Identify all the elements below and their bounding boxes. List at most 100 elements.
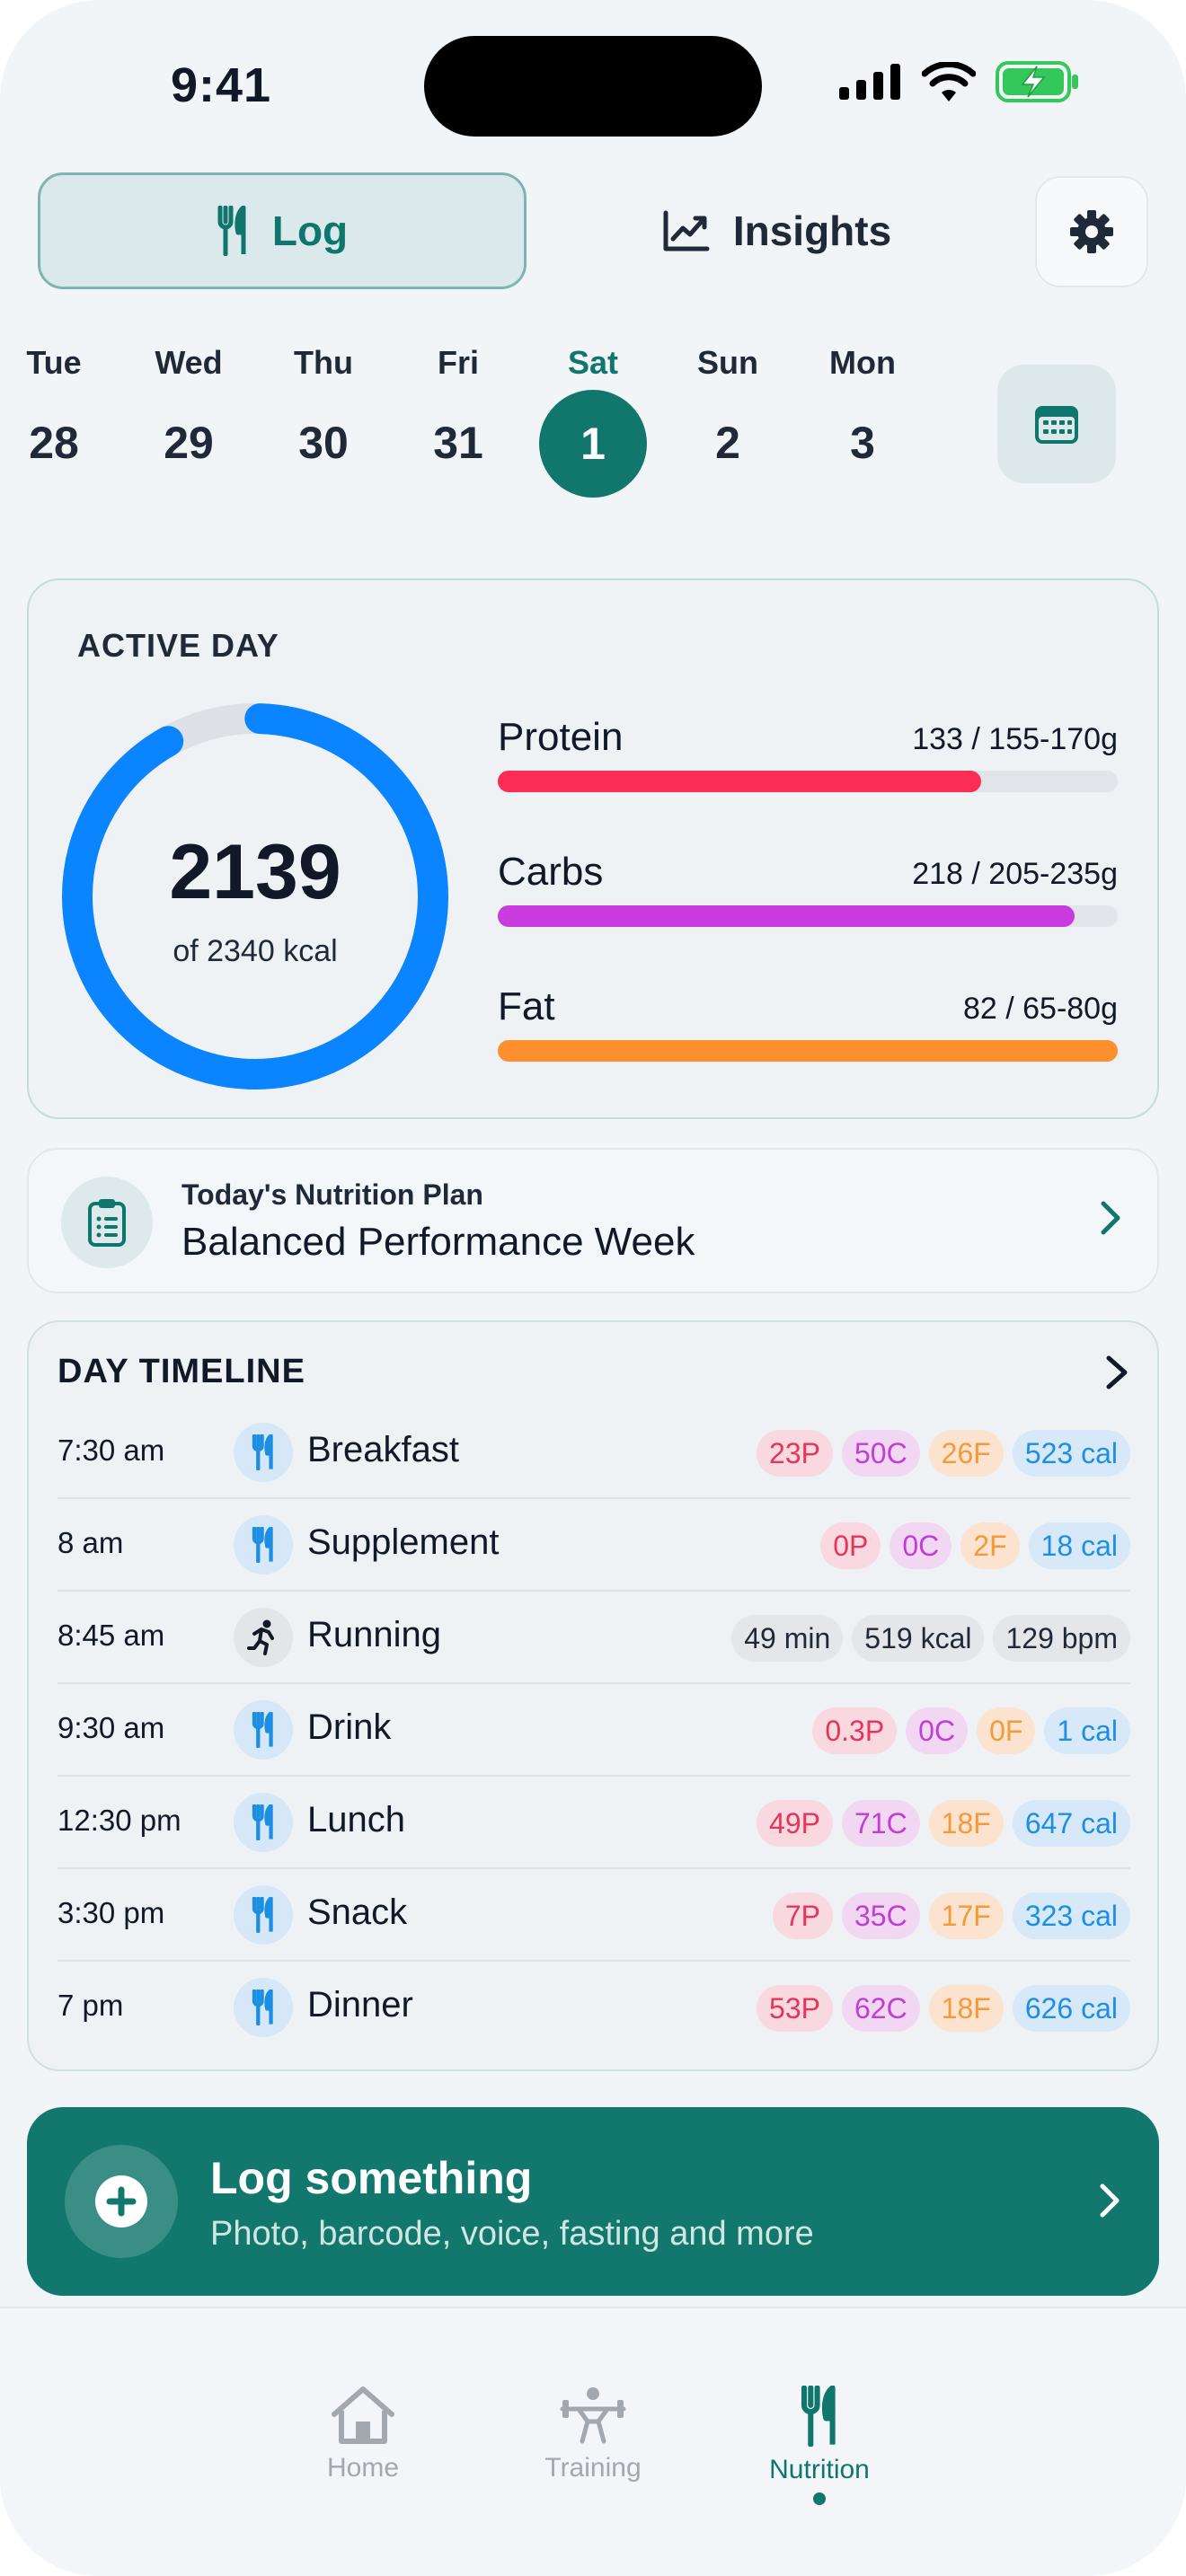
weightlifter-icon — [560, 2387, 626, 2444]
macro-name: Fat — [498, 984, 555, 1028]
calories-chip: 647 cal — [1012, 1800, 1130, 1847]
protein-chip: 0P — [820, 1522, 881, 1569]
timeline-row[interactable]: 7:30 am Breakfast 23P 50C 26F 523 cal — [58, 1407, 1130, 1499]
day-name: Sun — [697, 344, 758, 381]
macro-track — [498, 1040, 1118, 1062]
timeline-row[interactable]: 8:45 am Running 49 min 519 kcal 129 bpm — [58, 1592, 1130, 1684]
timeline-row[interactable]: 9:30 am Drink 0.3P 0C 0F 1 cal — [58, 1684, 1130, 1777]
tab-log[interactable]: Log — [38, 172, 527, 289]
nav-training[interactable]: Training — [503, 2386, 683, 2483]
day-number: 2 — [715, 418, 740, 468]
status-icons — [839, 61, 1080, 102]
day-sat-selected[interactable]: Sat 1 — [539, 341, 647, 498]
timeline-chips: 0.3P 0C 0F 1 cal — [812, 1707, 1130, 1754]
macro-value: 133 / 155-170g — [912, 722, 1118, 756]
timeline-row[interactable]: 7 pm Dinner 53P 62C 18F 626 cal — [58, 1962, 1130, 2054]
macro-carbs: Carbs 218 / 205-235g — [498, 850, 1118, 948]
day-sun[interactable]: Sun 2 — [674, 341, 782, 474]
fork-knife-icon — [234, 1793, 293, 1852]
battery-icon — [996, 61, 1078, 102]
day-fri[interactable]: Fri 31 — [404, 341, 512, 474]
timeline-row[interactable]: 3:30 pm Snack 7P 35C 17F 323 cal — [58, 1869, 1130, 1962]
calories-chip: 1 cal — [1044, 1707, 1130, 1754]
timeline-time: 12:30 pm — [58, 1804, 181, 1837]
day-mon[interactable]: Mon 3 — [809, 341, 916, 474]
log-something-button[interactable]: Log something Photo, barcode, voice, fas… — [27, 2107, 1159, 2296]
timeline-row[interactable]: 12:30 pm Lunch 49P 71C 18F 647 cal — [58, 1777, 1130, 1869]
calories-value: 2139 — [169, 829, 341, 915]
protein-chip: 53P — [757, 1985, 833, 2032]
day-number: 28 — [29, 418, 79, 468]
day-tue[interactable]: Tue 28 — [0, 341, 108, 474]
day-timeline-card: DAY TIMELINE 7:30 am Breakfast 23P 50C 26F 52… — [27, 1320, 1159, 2071]
timeline-title: DAY TIMELINE — [58, 1353, 305, 1390]
fat-chip: 2F — [960, 1522, 1020, 1569]
macro-name: Protein — [498, 715, 624, 759]
nav-label: Home — [326, 2453, 400, 2483]
settings-button[interactable] — [1035, 176, 1148, 287]
fat-chip: 0F — [977, 1707, 1036, 1754]
nav-nutrition[interactable]: Nutrition — [730, 2385, 909, 2505]
timeline-row[interactable]: 8 am Supplement 0P 0C 2F 18 cal — [58, 1499, 1130, 1592]
log-title: Log something — [210, 2153, 533, 2203]
signal-icon — [839, 64, 900, 100]
chevron-right-icon — [1101, 1201, 1120, 1235]
home-icon — [332, 2386, 394, 2444]
timeline-label: Breakfast — [307, 1430, 459, 1469]
day-thu[interactable]: Thu 30 — [270, 341, 377, 474]
fat-bar-fill — [498, 1040, 1118, 1062]
timeline-chips: 53P 62C 18F 626 cal — [757, 1985, 1130, 2032]
day-wed[interactable]: Wed 29 — [135, 341, 243, 474]
day-name: Fri — [437, 344, 479, 381]
day-name: Wed — [155, 344, 223, 381]
day-name: Sat — [567, 344, 619, 381]
active-day-title: ACTIVE DAY — [77, 627, 279, 664]
nutrition-plan-card[interactable]: Today's Nutrition Plan Balanced Performa… — [27, 1148, 1159, 1293]
day-number: 3 — [850, 418, 875, 468]
nav-home[interactable]: Home — [273, 2386, 453, 2483]
timeline-time: 3:30 pm — [58, 1896, 165, 1929]
timeline-chips: 49P 71C 18F 647 cal — [757, 1800, 1130, 1847]
heart-rate-chip: 129 bpm — [993, 1615, 1130, 1662]
timeline-label: Running — [307, 1615, 442, 1654]
day-name: Thu — [294, 344, 353, 381]
timeline-time: 7 pm — [58, 1989, 124, 2022]
nav-label: Nutrition — [769, 2455, 870, 2484]
duration-chip: 49 min — [731, 1615, 844, 1662]
tab-insights[interactable]: Insights — [575, 172, 979, 289]
chevron-right-icon[interactable] — [1103, 1353, 1130, 1392]
macro-fat: Fat 82 / 65-80g — [498, 984, 1118, 1083]
protein-chip: 49P — [757, 1800, 833, 1847]
fork-knife-icon — [801, 2385, 836, 2448]
fork-knife-icon — [217, 206, 246, 256]
day-name: Mon — [829, 344, 896, 381]
calendar-button[interactable] — [997, 365, 1116, 483]
carbs-chip: 62C — [841, 1985, 920, 2032]
tab-insights-label: Insights — [732, 207, 892, 254]
macro-track — [498, 905, 1118, 927]
day-number: 31 — [433, 418, 483, 468]
fork-knife-icon — [234, 1885, 293, 1945]
plan-title: Balanced Performance Week — [181, 1220, 695, 1264]
plan-label: Today's Nutrition Plan — [181, 1178, 483, 1211]
day-number: 29 — [164, 418, 214, 468]
macro-name: Carbs — [498, 850, 604, 894]
fork-knife-icon — [234, 1700, 293, 1760]
timeline-label: Supplement — [307, 1522, 500, 1562]
timeline-time: 8 am — [58, 1526, 124, 1559]
log-subtitle: Photo, barcode, voice, fasting and more — [210, 2215, 814, 2253]
protein-chip: 7P — [772, 1892, 833, 1939]
line-chart-icon — [663, 210, 710, 251]
active-day-card[interactable]: ACTIVE DAY 2139 of 2340 kcal Protein 133… — [27, 578, 1159, 1119]
dynamic-island — [424, 36, 762, 137]
fork-knife-icon — [234, 1423, 293, 1482]
timeline-label: Lunch — [307, 1800, 405, 1839]
fork-knife-icon — [234, 1978, 293, 2037]
tab-log-label: Log — [271, 207, 349, 254]
calories-chip: 523 cal — [1012, 1430, 1130, 1477]
chevron-right-icon — [1100, 2183, 1120, 2218]
fat-chip: 18F — [928, 1985, 1004, 2032]
nav-label: Training — [544, 2453, 642, 2483]
calorie-ring-progress — [62, 703, 448, 1090]
timeline-chips: 49 min 519 kcal 129 bpm — [731, 1615, 1130, 1662]
